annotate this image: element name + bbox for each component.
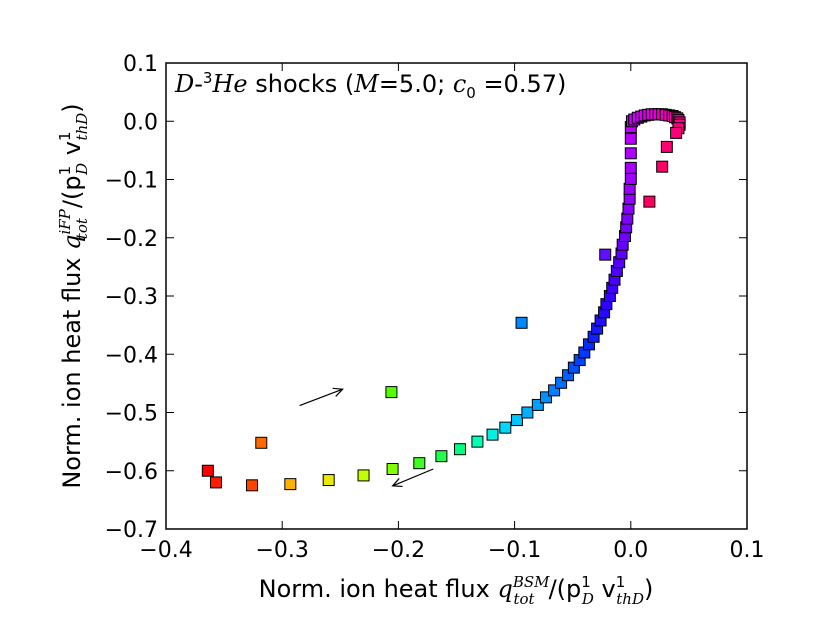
y-tick-label: 0.0 bbox=[123, 110, 158, 135]
data-point bbox=[453, 443, 466, 456]
x-tick-label: 0.0 bbox=[613, 538, 648, 563]
arrow-decreasing bbox=[391, 468, 434, 488]
x-tick-label: −0.2 bbox=[372, 538, 425, 563]
data-point bbox=[622, 202, 635, 215]
y-tick-label: −0.3 bbox=[105, 285, 158, 310]
data-point bbox=[624, 161, 637, 174]
data-point bbox=[471, 435, 484, 448]
data-point bbox=[510, 414, 523, 427]
y-tick-label: −0.5 bbox=[105, 402, 158, 427]
data-point bbox=[245, 479, 258, 492]
data-point bbox=[624, 172, 637, 185]
data-point bbox=[621, 212, 634, 225]
y-tick-label: −0.1 bbox=[105, 169, 158, 194]
axis-ticks: −0.4 −0.3 −0.2 −0.1 0.0 0.1 0.1 0.0 −0.1 −0.2 −0.3… bbox=[105, 52, 765, 563]
data-point bbox=[201, 464, 214, 477]
data-point bbox=[531, 398, 544, 411]
data-point bbox=[386, 463, 399, 476]
x-tick-label: −0.1 bbox=[488, 538, 541, 563]
data-point bbox=[643, 195, 656, 208]
y-axis-label: Norm. ion heat flux qiFPtot/(p1D v1thD) bbox=[56, 103, 91, 488]
x-tick-label: 0.1 bbox=[730, 538, 765, 563]
data-point bbox=[521, 406, 534, 419]
y-tick-label: −0.2 bbox=[105, 227, 158, 252]
data-point bbox=[357, 469, 370, 482]
x-tick-label: −0.3 bbox=[255, 538, 308, 563]
direction-arrows bbox=[299, 387, 434, 488]
data-point bbox=[385, 386, 398, 399]
data-point bbox=[548, 384, 561, 397]
data-point bbox=[599, 248, 612, 261]
data-point bbox=[515, 316, 528, 329]
data-point bbox=[499, 421, 512, 434]
arrow-increasing bbox=[299, 387, 344, 407]
data-point bbox=[623, 182, 636, 195]
data-points bbox=[201, 108, 686, 492]
data-point bbox=[539, 391, 552, 404]
y-tick-label: −0.4 bbox=[105, 343, 158, 368]
data-point bbox=[624, 147, 637, 160]
data-point bbox=[255, 436, 268, 449]
data-point bbox=[623, 192, 636, 205]
data-point bbox=[660, 140, 673, 153]
data-point bbox=[435, 450, 448, 463]
data-point bbox=[624, 132, 637, 145]
y-tick-label: −0.6 bbox=[105, 460, 158, 485]
y-tick-label: 0.1 bbox=[123, 52, 158, 77]
plot-frame bbox=[165, 62, 748, 530]
x-axis-label: Norm. ion heat flux qBSM tot/(p1 D v1 thD) bbox=[259, 573, 654, 608]
y-tick-label: −0.7 bbox=[105, 518, 158, 543]
data-point bbox=[209, 476, 222, 489]
chart-annotation: D-3He shocks (M=5.0; c0 =0.57) bbox=[174, 69, 566, 102]
data-point bbox=[413, 457, 426, 470]
data-point bbox=[555, 376, 568, 389]
data-point bbox=[486, 428, 499, 441]
data-point bbox=[670, 126, 683, 139]
data-point bbox=[284, 478, 297, 491]
data-point bbox=[322, 474, 335, 487]
x-tick-label: −0.4 bbox=[139, 538, 192, 563]
data-point bbox=[656, 160, 669, 173]
